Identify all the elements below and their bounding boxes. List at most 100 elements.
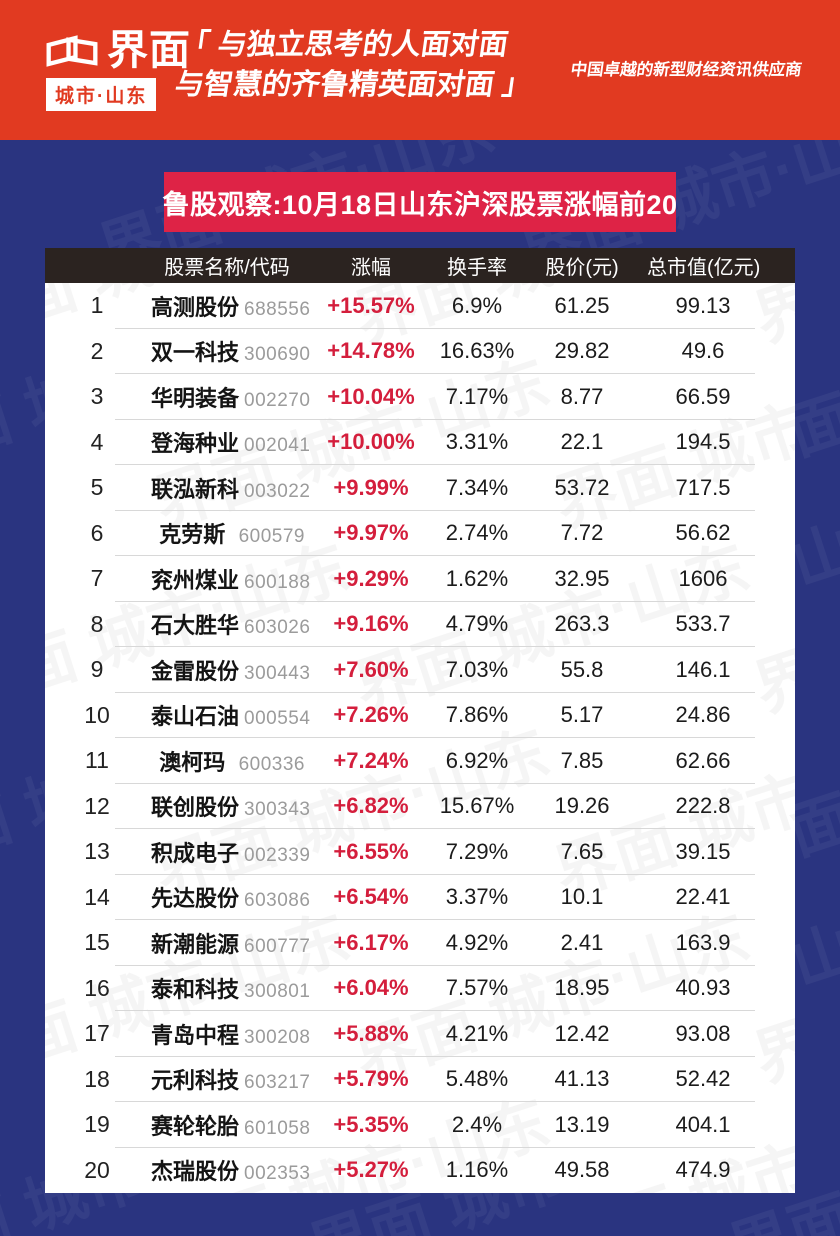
- stock-code: 300801: [244, 981, 311, 1003]
- stock-name: 登海种业: [151, 431, 240, 457]
- stock-code: 603086: [244, 890, 311, 912]
- price-cell: 19.26: [554, 793, 610, 819]
- turnover-cell: 16.63%: [439, 338, 515, 364]
- price-cell: 61.25: [554, 292, 610, 318]
- market-cap-cell: 99.13: [675, 292, 731, 318]
- turnover-cell: 6.92%: [445, 747, 509, 773]
- name-code-cell: 新潮能源 600777: [149, 927, 310, 959]
- change-cell: +6.55%: [333, 838, 409, 864]
- rank-cell: 7: [90, 565, 104, 592]
- change-cell: +10.04%: [327, 383, 415, 409]
- stock-code: 600579: [238, 526, 305, 548]
- change-cell: +9.16%: [333, 611, 409, 637]
- price-cell: 32.95: [554, 565, 610, 591]
- rank-cell: 20: [84, 1156, 110, 1183]
- stock-name: 元利科技: [151, 1068, 240, 1094]
- market-cap-cell: 533.7: [675, 611, 731, 637]
- price-cell: 10.1: [560, 884, 604, 910]
- market-cap-cell: 146.1: [675, 656, 731, 682]
- price-cell: 13.19: [554, 1111, 610, 1137]
- turnover-cell: 5.48%: [445, 1066, 509, 1092]
- turnover-cell: 2.74%: [445, 520, 509, 546]
- price-cell: 18.95: [554, 975, 610, 1001]
- turnover-cell: 7.86%: [445, 702, 509, 728]
- price-cell: 8.77: [560, 383, 604, 409]
- market-cap-cell: 22.41: [675, 884, 731, 910]
- market-cap-cell: 52.42: [675, 1066, 731, 1092]
- table-row: 15 新潮能源 600777 +6.17% 4.92% 2.41 163.9: [45, 920, 795, 966]
- turnover-cell: 7.34%: [445, 474, 509, 500]
- table-row: 11 澳柯玛 600336 +7.24% 6.92% 7.85 62.66: [45, 738, 795, 784]
- name-code-cell: 石大胜华 603026: [149, 608, 310, 640]
- name-code-cell: 泰山石油 000554: [149, 699, 310, 731]
- rank-cell: 15: [84, 929, 110, 956]
- stock-name: 克劳斯: [159, 522, 226, 548]
- name-code-cell: 高测股份 688556: [149, 290, 310, 322]
- stock-code: 300443: [244, 662, 311, 684]
- price-cell: 12.42: [554, 1020, 610, 1046]
- table-row: 20 杰瑞股份 002353 +5.27% 1.16% 49.58 474.9: [45, 1148, 795, 1194]
- stock-code: 000554: [244, 708, 311, 730]
- rank-cell: 5: [90, 474, 104, 501]
- rank-cell: 14: [84, 883, 110, 910]
- change-cell: +14.78%: [327, 338, 415, 364]
- change-cell: +5.79%: [333, 1066, 409, 1092]
- turnover-cell: 15.67%: [439, 793, 515, 819]
- table-header-row: 股票名称/代码 涨幅 换手率 股价(元) 总市值(亿元): [45, 248, 795, 283]
- rank-cell: 9: [90, 656, 104, 683]
- stock-code: 600777: [244, 935, 311, 957]
- turnover-cell: 4.21%: [445, 1020, 509, 1046]
- change-cell: +15.57%: [327, 292, 415, 318]
- stock-name: 高测股份: [151, 294, 240, 320]
- market-cap-cell: 39.15: [675, 838, 731, 864]
- rank-cell: 3: [90, 383, 104, 410]
- stock-name: 澳柯玛: [159, 749, 226, 775]
- change-cell: +9.97%: [333, 520, 409, 546]
- name-code-cell: 元利科技 603217: [149, 1063, 310, 1095]
- name-code-cell: 双一科技 300690: [149, 335, 310, 367]
- market-cap-cell: 93.08: [675, 1020, 731, 1046]
- column-header-market-cap: 总市值(亿元): [647, 257, 761, 279]
- turnover-cell: 7.29%: [445, 838, 509, 864]
- name-code-cell: 联泓新科 003022: [149, 472, 310, 504]
- stock-code: 601058: [244, 1117, 311, 1139]
- price-cell: 29.82: [554, 338, 610, 364]
- turnover-cell: 3.37%: [445, 884, 509, 910]
- rank-cell: 4: [90, 428, 104, 455]
- stock-code: 003022: [244, 480, 311, 502]
- name-code-cell: 青岛中程 300208: [149, 1018, 310, 1050]
- change-cell: +5.27%: [333, 1157, 409, 1183]
- market-cap-cell: 194.5: [675, 429, 731, 455]
- stock-code: 603026: [244, 617, 311, 639]
- stock-name: 华明装备: [151, 385, 240, 411]
- table-row: 4 登海种业 002041 +10.00% 3.31% 22.1 194.5: [45, 420, 795, 466]
- jiemian-logo-icon: [46, 34, 98, 67]
- turnover-cell: 4.92%: [445, 929, 509, 955]
- price-cell: 53.72: [554, 474, 610, 500]
- stock-code: 002041: [244, 435, 311, 457]
- change-cell: +5.88%: [333, 1020, 409, 1046]
- change-cell: +5.35%: [333, 1111, 409, 1137]
- column-header-change: 涨幅: [351, 257, 391, 279]
- name-code-cell: 克劳斯 600579: [149, 517, 305, 549]
- page-title: 鲁股观察:10月18日山东沪深股票涨幅前20: [162, 189, 678, 220]
- rank-cell: 6: [90, 519, 104, 546]
- change-cell: +7.26%: [333, 702, 409, 728]
- turnover-cell: 1.16%: [445, 1157, 509, 1183]
- name-code-cell: 金雷股份 300443: [149, 654, 310, 686]
- change-cell: +6.82%: [333, 793, 409, 819]
- table-body: 1 高测股份 688556 +15.57% 6.9% 61.25 99.13 2…: [45, 283, 795, 1193]
- change-cell: +7.24%: [333, 747, 409, 773]
- title-banner: 鲁股观察:10月18日山东沪深股票涨幅前20: [162, 172, 678, 232]
- masthead: 界面 城市·山东 「 与独立思考的人面对面 与智慧的齐鲁精英面对面 」 中国卓越…: [0, 0, 840, 140]
- price-cell: 7.72: [560, 520, 604, 546]
- stock-name: 金雷股份: [151, 658, 240, 684]
- price-cell: 2.41: [560, 929, 604, 955]
- rank-cell: 19: [84, 1111, 110, 1138]
- stock-name: 青岛中程: [151, 1022, 240, 1048]
- market-cap-cell: 40.93: [675, 975, 731, 1001]
- stock-name: 石大胜华: [151, 613, 240, 639]
- rank-cell: 11: [85, 747, 109, 774]
